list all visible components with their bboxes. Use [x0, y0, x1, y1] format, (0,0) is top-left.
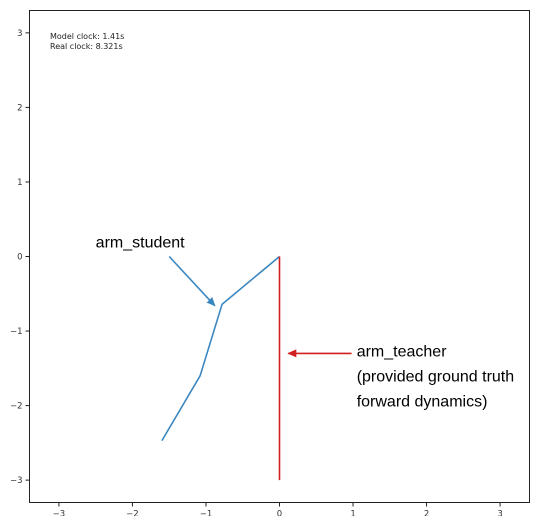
arm-student-annotation-text: arm_student — [96, 235, 185, 252]
x-tick-label: −2 — [126, 510, 139, 516]
real-clock-text: Real clock: 8.321s — [50, 42, 123, 51]
annotations-group: arm_student arm_teacher (provided ground t… — [96, 235, 514, 411]
y-tick-label: 0 — [17, 253, 22, 263]
arm-teacher-annotation-text: arm_teacher — [357, 343, 447, 360]
y-tick-label: 3 — [17, 29, 22, 39]
x-tick-label: 3 — [497, 510, 502, 516]
arm-student-line — [161, 255, 281, 442]
x-tick-label: −1 — [200, 510, 213, 516]
x-tick-label: 0 — [277, 510, 282, 516]
series-group — [161, 255, 281, 481]
x-tick-label: 1 — [350, 510, 355, 516]
y-tick-label: −3 — [10, 476, 23, 486]
arm-teacher-annotation-text: forward dynamics) — [357, 393, 488, 410]
x-tick-label: −3 — [53, 510, 66, 516]
model-clock-text: Model clock: 1.41s — [50, 32, 124, 41]
arm-student-annotation-arrow — [168, 255, 216, 307]
clock-readout: Model clock: 1.41s Real clock: 8.321s — [50, 32, 124, 51]
y-tick-label: 1 — [17, 178, 22, 188]
arm-teacher-annotation-text: (provided ground truth — [357, 368, 514, 385]
y-tick-label: −2 — [10, 402, 23, 412]
axis-ticks: −3 −2 −1 0 1 2 3 −3 −2 −1 0 1 2 3 — [10, 29, 503, 516]
x-tick-label: 2 — [424, 510, 429, 516]
y-tick-label: −1 — [10, 327, 23, 337]
y-tick-label: 2 — [17, 103, 22, 113]
